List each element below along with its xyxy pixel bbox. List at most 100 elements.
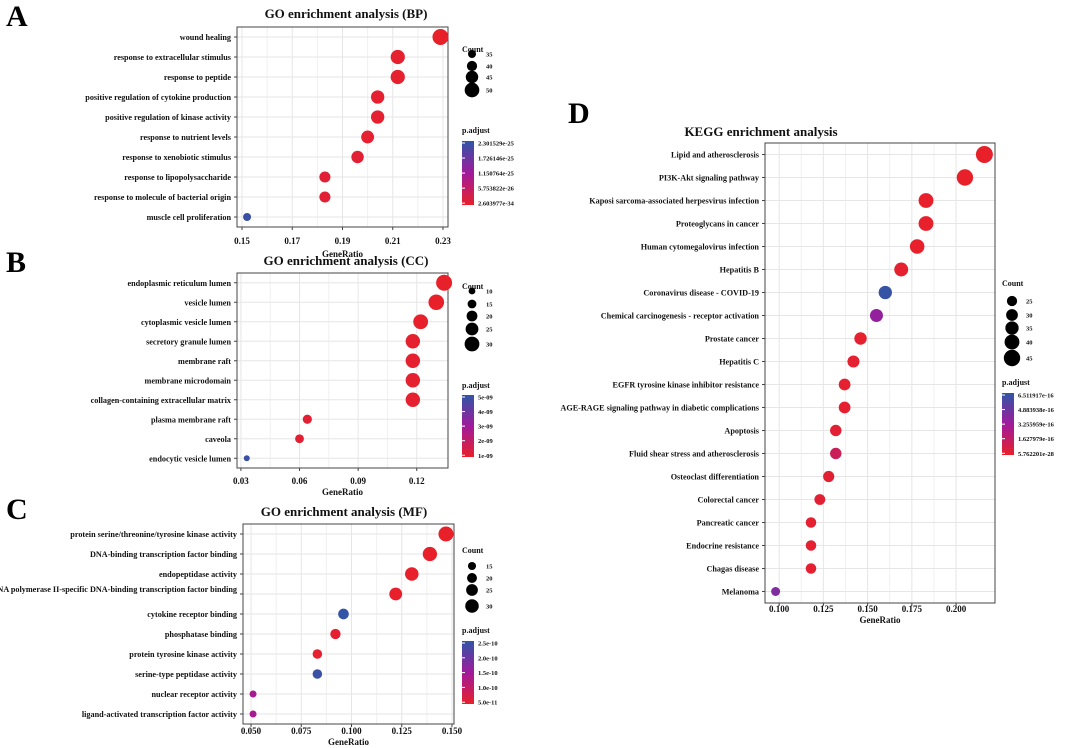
x-tick-label: 0.23 xyxy=(435,236,451,246)
data-point xyxy=(319,171,331,183)
x-tick-label: 0.15 xyxy=(234,236,250,246)
category-label: membrane microdomain xyxy=(145,376,232,385)
data-point xyxy=(814,494,826,505)
data-point xyxy=(405,392,421,407)
panel-letter-kegg: D xyxy=(568,97,590,130)
category-label: wound healing xyxy=(180,33,232,42)
category-label: Chemical carcinogenesis - receptor activ… xyxy=(601,312,760,321)
data-point xyxy=(338,608,349,620)
data-point xyxy=(771,587,781,596)
x-tick-label: 0.150 xyxy=(857,604,878,614)
size-legend-label: 15 xyxy=(486,302,493,309)
size-legend-dot xyxy=(467,299,477,309)
category-label: response to nutrient levels xyxy=(140,133,231,142)
x-tick-label: 0.125 xyxy=(392,726,413,736)
data-point xyxy=(312,669,323,679)
color-legend-label: 1e-09 xyxy=(478,453,494,460)
category-label: phosphatase binding xyxy=(165,630,238,639)
category-label: positive regulation of kinase activity xyxy=(105,113,232,122)
data-point xyxy=(249,710,257,718)
x-tick-label: 0.100 xyxy=(341,726,362,736)
size-legend-label: 40 xyxy=(1026,340,1033,347)
data-point xyxy=(894,262,909,277)
data-point xyxy=(838,378,851,391)
category-label: Melanoma xyxy=(722,588,759,597)
color-legend-label: 5.0e-11 xyxy=(478,700,497,707)
plot-frame xyxy=(242,523,455,725)
x-tick-label: 0.06 xyxy=(292,476,308,486)
data-point xyxy=(823,470,835,483)
plot-area xyxy=(243,524,454,724)
data-point xyxy=(371,110,385,124)
category-label: cytokine receptor binding xyxy=(147,610,238,619)
category-label: endopeptidase activity xyxy=(159,570,238,579)
data-point xyxy=(319,191,331,203)
color-legend-label: 4.883938e-16 xyxy=(1018,407,1055,414)
category-label: collagen-containing extracellular matrix xyxy=(91,396,232,405)
color-bar xyxy=(462,141,474,205)
color-legend-title: p.adjust xyxy=(462,126,490,135)
color-legend-label: 2.603977e-34 xyxy=(478,201,515,208)
data-point xyxy=(405,567,419,581)
size-legend-label: 20 xyxy=(486,314,493,321)
data-point xyxy=(436,274,453,291)
size-legend-title: Count xyxy=(462,45,484,54)
size-legend-dot xyxy=(467,573,477,583)
data-point xyxy=(371,90,385,104)
x-tick-label: 0.200 xyxy=(946,604,967,614)
category-label: endoplasmic reticulum lumen xyxy=(127,279,231,288)
data-point xyxy=(909,239,925,254)
data-point xyxy=(878,285,892,300)
plot-frame xyxy=(764,142,996,604)
category-label: Kaposi sarcoma-associated herpesvirus in… xyxy=(589,197,759,206)
category-label: muscle cell proliferation xyxy=(147,213,232,222)
size-legend-label: 30 xyxy=(1026,313,1033,320)
data-point xyxy=(838,401,851,414)
size-legend-dot xyxy=(464,336,480,352)
data-point xyxy=(405,373,421,388)
category-label: response to peptide xyxy=(164,73,232,82)
data-point xyxy=(956,169,974,186)
color-bar xyxy=(462,395,474,457)
data-point xyxy=(854,332,867,345)
color-legend-label: 6.511917e-16 xyxy=(1018,393,1054,400)
size-legend-dot xyxy=(1005,321,1019,335)
color-legend-label: 5.762201e-28 xyxy=(1018,451,1055,458)
color-legend-label: 3.255959e-16 xyxy=(1018,422,1055,429)
size-legend-label: 25 xyxy=(486,327,493,334)
color-legend-label: 2.5e-10 xyxy=(478,641,498,648)
color-legend-label: 5.753822e-26 xyxy=(478,186,515,193)
category-label: AGE-RAGE signaling pathway in diabetic c… xyxy=(560,404,759,413)
color-bar xyxy=(462,641,474,704)
color-legend-title: p.adjust xyxy=(462,626,490,635)
size-legend-label: 45 xyxy=(1026,356,1033,363)
data-point xyxy=(918,216,934,231)
panel-cc: B GO enrichment analysis (CC) 0.03 0.06 0.09… xyxy=(6,246,494,497)
category-label: EGFR tyrosine kinase inhibitor resistanc… xyxy=(613,381,760,390)
category-label: Hepatitis B xyxy=(720,266,760,275)
size-legend-dot xyxy=(465,322,479,336)
data-point xyxy=(805,563,817,574)
category-label: Hepatitis C xyxy=(719,358,759,367)
data-point xyxy=(390,69,405,85)
x-tick-label: 0.17 xyxy=(284,236,300,246)
data-point xyxy=(830,424,842,437)
x-tick-label: 0.125 xyxy=(813,604,834,614)
x-tick-label: 0.150 xyxy=(442,726,463,736)
category-label: cytoplasmic vesicle lumen xyxy=(141,318,231,327)
category-label: endocytic vesicle lumen xyxy=(149,454,231,463)
category-label: response to xenobiotic stimulus xyxy=(122,153,231,162)
x-tick-label: 0.03 xyxy=(233,476,249,486)
data-point xyxy=(432,29,449,45)
size-legend-dot xyxy=(468,287,476,295)
x-tick-label: 0.100 xyxy=(769,604,790,614)
data-point xyxy=(438,526,454,542)
data-point xyxy=(428,294,445,311)
x-tick-label: 0.12 xyxy=(409,476,425,486)
size-legend-label: 30 xyxy=(486,604,493,611)
panel-letter-cc: B xyxy=(6,246,26,279)
category-label: membrane raft xyxy=(178,357,231,366)
size-legend-title: Count xyxy=(462,282,484,291)
size-legend-dot xyxy=(468,50,476,58)
panel-mf: C GO enrichment analysis (MF) 0.050 0.075 0.… xyxy=(0,493,498,747)
